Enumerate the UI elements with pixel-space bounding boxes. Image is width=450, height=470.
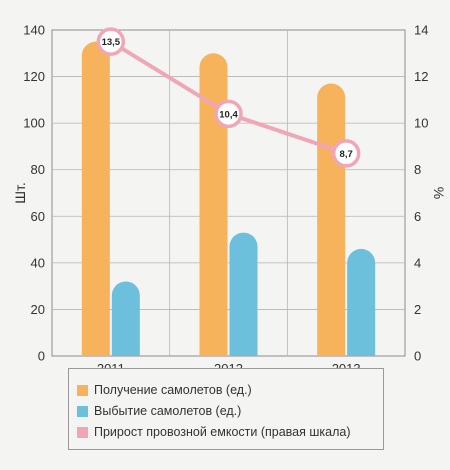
y-tick-label: 20	[31, 302, 45, 317]
legend-swatch-received	[77, 384, 88, 396]
legend-item-capacity: Прирост провозной емкости (правая шкала)	[77, 423, 351, 441]
bar-received	[317, 83, 346, 357]
legend: Получение самолетов (ед.) Выбытие самоле…	[68, 368, 384, 450]
legend-label-received: Получение самолетов (ед.)	[94, 383, 252, 397]
bar-received	[199, 53, 228, 357]
y2-tick-label: 4	[414, 255, 421, 270]
y-axis-title: Шт.	[12, 182, 28, 204]
y2-tick-label: 14	[414, 23, 428, 38]
capacity-data-label: 13,5	[102, 37, 121, 48]
y2-tick-label: 10	[414, 116, 428, 131]
y2-tick-label: 6	[414, 209, 421, 224]
bar-retired	[347, 248, 376, 356]
bar-retired	[111, 281, 140, 356]
y-tick-label: 100	[23, 116, 45, 131]
y-tick-label: 0	[38, 349, 45, 364]
legend-item-received: Получение самолетов (ед.)	[77, 381, 252, 399]
y-tick-label: 140	[23, 23, 45, 38]
legend-label-retired: Выбытие самолетов (ед.)	[94, 404, 242, 418]
y2-tick-label: 2	[414, 302, 421, 317]
y-tick-label: 80	[31, 162, 45, 177]
capacity-data-label: 10,4	[219, 109, 238, 120]
capacity-point	[331, 139, 361, 168]
y-tick-label: 60	[31, 209, 45, 224]
y-tick-label: 40	[31, 255, 45, 270]
capacity-point	[214, 99, 243, 129]
bar-received	[81, 41, 110, 357]
y-tick-label: 120	[23, 69, 45, 84]
capacity-line	[108, 39, 349, 156]
legend-item-retired: Выбытие самолетов (ед.)	[77, 402, 241, 420]
legend-label-capacity: Прирост провозной емкости (правая шкала)	[94, 425, 351, 439]
y2-tick-label: 12	[414, 69, 428, 84]
bar-retired	[229, 232, 258, 356]
capacity-point	[96, 27, 126, 56]
y2-tick-label: 0	[414, 349, 421, 364]
y2-axis-title: %	[431, 187, 447, 199]
capacity-data-label: 8,7	[340, 149, 353, 160]
legend-swatch-capacity	[77, 426, 88, 438]
y2-tick-label: 8	[414, 162, 421, 177]
plot-frame	[51, 29, 406, 357]
legend-swatch-retired	[77, 405, 88, 417]
